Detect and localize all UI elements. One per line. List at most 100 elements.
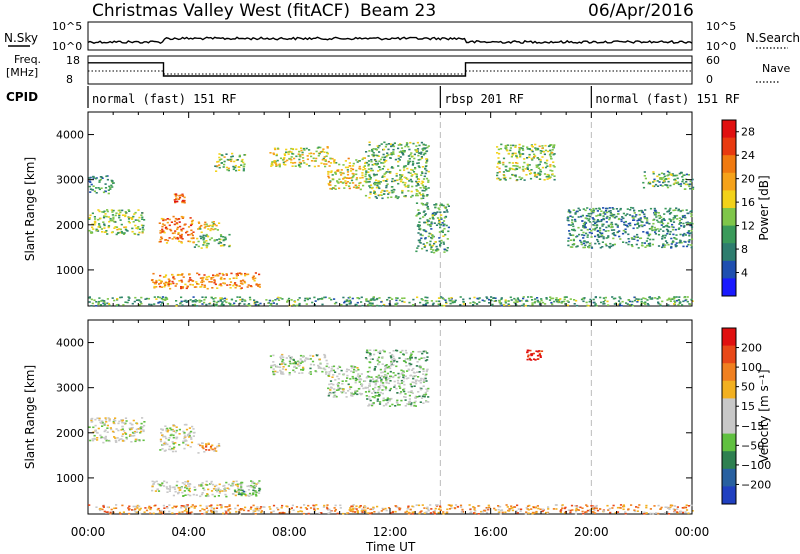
x-tick-label: 16:00	[473, 525, 508, 539]
colorbar-swatch	[722, 155, 736, 174]
scatter-region	[173, 193, 186, 204]
scatter-region	[269, 353, 329, 376]
colorbar-swatch	[722, 208, 736, 227]
freq-series	[88, 62, 692, 77]
scatter-region	[88, 209, 146, 236]
colorbar-frame	[721, 119, 737, 297]
colorbar-tick-label: 100	[741, 361, 762, 374]
colorbar-swatch	[722, 433, 736, 452]
x-tick-label: 04:00	[171, 525, 206, 539]
y-axis-title: Slant Range [km]	[23, 365, 37, 469]
scatter-region	[158, 215, 195, 244]
y-tick-label: 4000	[56, 129, 84, 142]
colorbar-tick-label: 200	[741, 342, 762, 355]
x-axis: 00:00 04:00 08:00 12:00 16:00 20:00 00:00	[71, 525, 710, 539]
nsky-strip-frame	[87, 21, 693, 51]
colorbar-swatch	[722, 416, 736, 435]
colorbar-swatch	[722, 398, 736, 417]
colorbar-swatch	[722, 328, 736, 347]
colorbar-tick-label: −50	[741, 439, 764, 452]
x-tick-label: 00:00	[71, 525, 106, 539]
y-axis-title: Slant Range [km]	[23, 157, 37, 261]
nave-tick-bottom: 0	[706, 73, 713, 86]
colorbar-swatch	[722, 260, 736, 279]
scatter-region	[496, 143, 556, 182]
panel-frame	[87, 111, 693, 307]
freq-line	[88, 62, 692, 77]
x-axis-title: Time UT	[365, 540, 416, 554]
scatter-region	[197, 442, 221, 454]
y-tick-label: 1000	[56, 472, 84, 485]
power-panel: 1000 2000 3000 4000 Slant Range [km] 4 8 12 16 20…	[23, 111, 771, 307]
colorbar-tick-label: 16	[741, 196, 755, 209]
colorbar-tick-label: 8	[741, 243, 748, 256]
cpid-segment-label: normal (fast) 151 RF	[92, 92, 237, 106]
freq-unit-label: [MHz]	[6, 66, 38, 79]
colorbar-swatch	[722, 190, 736, 209]
y-tick-label: 3000	[56, 382, 84, 395]
scatter-region	[327, 157, 367, 191]
colorbar-tick-label: −200	[741, 478, 771, 491]
x-tick-label: 08:00	[272, 525, 307, 539]
scatter-region	[159, 423, 196, 453]
scatter-region	[88, 417, 146, 444]
cpid-label: CPID	[6, 90, 38, 104]
colorbar-swatch	[722, 345, 736, 364]
freq-tick-bottom: 8	[66, 73, 73, 86]
colorbar: 200 100 50 15 −15 −50 −100 −200 Velocity [m s⁻¹]	[721, 327, 771, 505]
colorbar-tick-label: 50	[741, 381, 755, 394]
scatter-region	[269, 146, 329, 168]
colorbar-swatch	[722, 120, 736, 139]
nsky-series	[87, 36, 693, 45]
scatter-region	[234, 484, 261, 496]
scatter-region	[327, 365, 367, 398]
y-tick-label: 2000	[56, 219, 84, 232]
colorbar-title: Power [dB]	[757, 175, 771, 240]
colorbar-swatch	[722, 486, 736, 505]
scatter-region	[214, 152, 247, 172]
colorbar-swatch	[722, 225, 736, 244]
colorbar-swatch	[722, 380, 736, 399]
beam-label: Beam 23	[360, 1, 436, 21]
station-title: Christmas Valley West (fitACF)	[92, 1, 350, 21]
cpid-segment-label: rbsp 201 RF	[444, 92, 523, 106]
nave-tick-top: 60	[706, 54, 720, 67]
colorbar-swatch	[722, 137, 736, 156]
scatter-region	[197, 221, 221, 234]
velocity-panel: 1000 2000 3000 4000 Slant Range [km] 200 100 50…	[23, 319, 771, 515]
nsearch-tick-top: 10^5	[706, 20, 736, 33]
y-tick-label: 2000	[56, 427, 84, 440]
cpid-segment-label: normal (fast) 151 RF	[595, 92, 740, 106]
x-tick-label: 20:00	[574, 525, 609, 539]
freq-tick-top: 18	[66, 54, 80, 67]
nsky-tick-bottom: 10^0	[52, 40, 82, 53]
colorbar-tick-label: 28	[741, 126, 755, 139]
colorbar-swatch	[722, 363, 736, 382]
colorbar-swatch	[722, 172, 736, 191]
scatter-region	[642, 170, 695, 190]
colorbar-swatch	[722, 243, 736, 262]
y-tick-label: 3000	[56, 174, 84, 187]
colorbar-title: Velocity [m s⁻¹]	[757, 369, 771, 462]
scatter-region	[526, 349, 544, 361]
nave-label: Nave	[762, 62, 790, 75]
colorbar-tick-label: 20	[741, 173, 755, 186]
colorbar-swatch	[722, 451, 736, 470]
nsky-label: N.Sky	[4, 31, 38, 45]
nsky-tick-top: 10^5	[52, 20, 82, 33]
scatter-region	[566, 206, 694, 249]
scatter-region	[364, 349, 430, 407]
scatter-region	[151, 480, 262, 498]
colorbar-swatch	[722, 468, 736, 487]
nsearch-label: N.Search	[746, 31, 800, 45]
colorbar-tick-label: 24	[741, 149, 755, 162]
colorbar-tick-label: −15	[741, 420, 764, 433]
y-tick-label: 1000	[56, 264, 84, 277]
x-tick-label: 00:00	[675, 525, 710, 539]
colorbar-tick-label: 4	[741, 267, 748, 280]
panel-frame	[87, 319, 693, 515]
nsky-line	[87, 36, 693, 45]
freq-label: Freq.	[14, 53, 41, 66]
colorbar: 4 8 12 16 20 24 28 Power [dB]	[721, 119, 771, 297]
